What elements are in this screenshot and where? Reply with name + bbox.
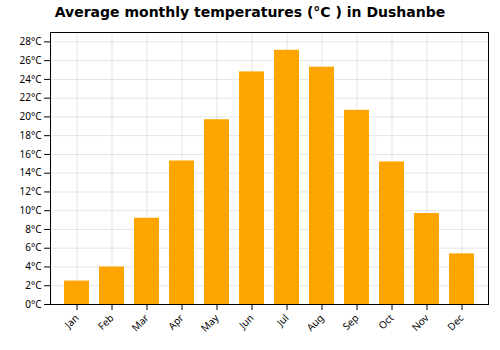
svg-text:6°C: 6°C [25, 240, 42, 254]
svg-text:22°C: 22°C [19, 90, 42, 104]
svg-text:Nov: Nov [408, 310, 432, 334]
svg-text:Apr: Apr [165, 311, 187, 333]
svg-text:Jun: Jun [235, 311, 256, 332]
svg-text:Jan: Jan [61, 311, 82, 332]
svg-text:Feb: Feb [94, 311, 116, 333]
svg-text:8°C: 8°C [25, 222, 42, 236]
svg-text:18°C: 18°C [19, 128, 42, 142]
svg-text:May: May [197, 310, 222, 335]
svg-text:28°C: 28°C [19, 34, 42, 48]
svg-text:Dec: Dec [444, 311, 467, 334]
svg-text:20°C: 20°C [19, 109, 42, 123]
svg-text:26°C: 26°C [19, 53, 42, 67]
svg-text:Aug: Aug [303, 311, 326, 334]
svg-text:Oct: Oct [375, 311, 397, 333]
svg-text:Mar: Mar [128, 311, 151, 334]
svg-text:Sep: Sep [339, 311, 361, 333]
html-text:Average monthly temperatures (: Average monthly temperatures (°C ) in Du… [54, 4, 446, 20]
svg-text:16°C: 16°C [19, 147, 42, 161]
svg-text:14°C: 14°C [19, 165, 42, 179]
svg-text:12°C: 12°C [19, 184, 42, 198]
svg-text:Jul: Jul [273, 311, 292, 330]
svg-text:4°C: 4°C [25, 259, 42, 273]
svg-text:2°C: 2°C [25, 278, 42, 292]
svg-text:24°C: 24°C [19, 72, 42, 86]
svg-text:10°C: 10°C [19, 203, 42, 217]
svg-text:0°C: 0°C [25, 297, 42, 311]
